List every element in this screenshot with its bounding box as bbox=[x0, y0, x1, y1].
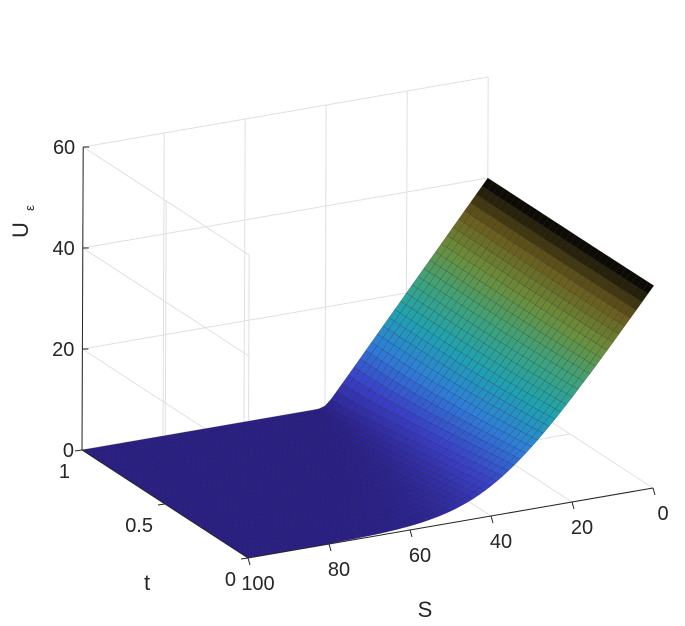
x-tick-label: 100 bbox=[241, 573, 274, 595]
z-tick-label: 0 bbox=[63, 440, 74, 462]
z-axis-label-main: U bbox=[8, 222, 33, 238]
x-tick-label: 20 bbox=[571, 517, 593, 539]
y-axis-label: t bbox=[144, 570, 150, 595]
z-tick-label: 60 bbox=[53, 137, 75, 159]
z-tick-label: 20 bbox=[52, 339, 74, 361]
z-axis-label: U ε bbox=[8, 205, 37, 238]
x-tick-label: 40 bbox=[490, 531, 512, 553]
z-axis-line bbox=[81, 146, 84, 451]
z-axis-label-subscript: ε bbox=[22, 205, 37, 211]
surface bbox=[81, 177, 655, 559]
y-tick-label: 0.5 bbox=[125, 515, 153, 537]
x-axis-line bbox=[247, 487, 654, 559]
z-tick-label: 40 bbox=[53, 238, 75, 260]
x-tick-label: 80 bbox=[328, 559, 350, 581]
surface-patch bbox=[642, 281, 655, 294]
x-axis-label: S bbox=[418, 597, 433, 622]
x-tick-label: 60 bbox=[409, 545, 431, 567]
x-tick-label: 0 bbox=[657, 503, 668, 525]
y-tick-label: 1 bbox=[59, 461, 70, 483]
y-tick-label: 0 bbox=[225, 569, 236, 591]
